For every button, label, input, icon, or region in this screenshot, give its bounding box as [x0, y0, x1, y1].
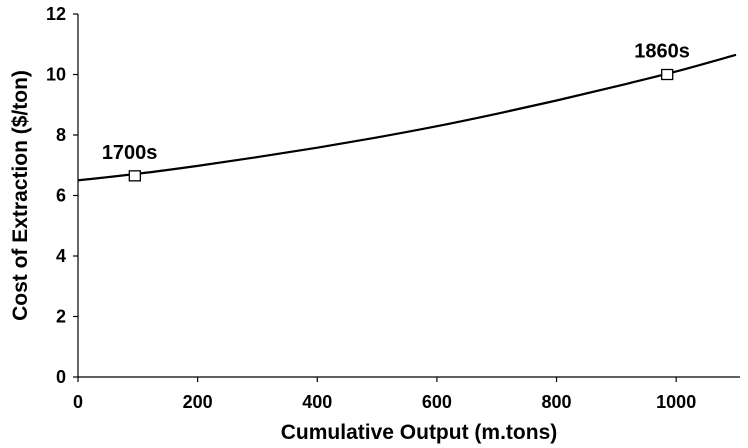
- y-tick-label: 0: [56, 367, 66, 387]
- x-tick-label: 400: [302, 392, 332, 412]
- series-line: [77, 53, 737, 182]
- annotation-marker: [661, 68, 674, 81]
- annotation-label: 1860s: [634, 41, 690, 63]
- annotation-label: 1700s: [102, 142, 158, 164]
- x-tick-label: 600: [422, 392, 452, 412]
- y-tick-label: 6: [56, 186, 66, 206]
- x-axis-title: Cumulative Output (m.tons): [281, 421, 558, 444]
- x-tick-label: 800: [542, 392, 572, 412]
- y-tick-label: 4: [56, 246, 66, 266]
- y-tick-label: 12: [46, 4, 66, 24]
- y-tick-label: 8: [56, 125, 66, 145]
- annotations: 1700s 1860s: [102, 41, 690, 182]
- ticks: 0 2 4 6 8 10 12 0 200 400 600 800 1000: [46, 4, 696, 412]
- annotation-marker: [128, 170, 141, 182]
- x-tick-label: 1000: [656, 392, 696, 412]
- x-tick-label: 0: [73, 392, 83, 412]
- y-tick-label: 10: [46, 65, 66, 85]
- axes: [77, 14, 740, 378]
- series-layer: [77, 53, 737, 182]
- x-tick-label: 200: [183, 392, 213, 412]
- y-tick-label: 2: [56, 307, 66, 327]
- y-axis-title: Cost of Extraction ($/ton): [9, 70, 32, 321]
